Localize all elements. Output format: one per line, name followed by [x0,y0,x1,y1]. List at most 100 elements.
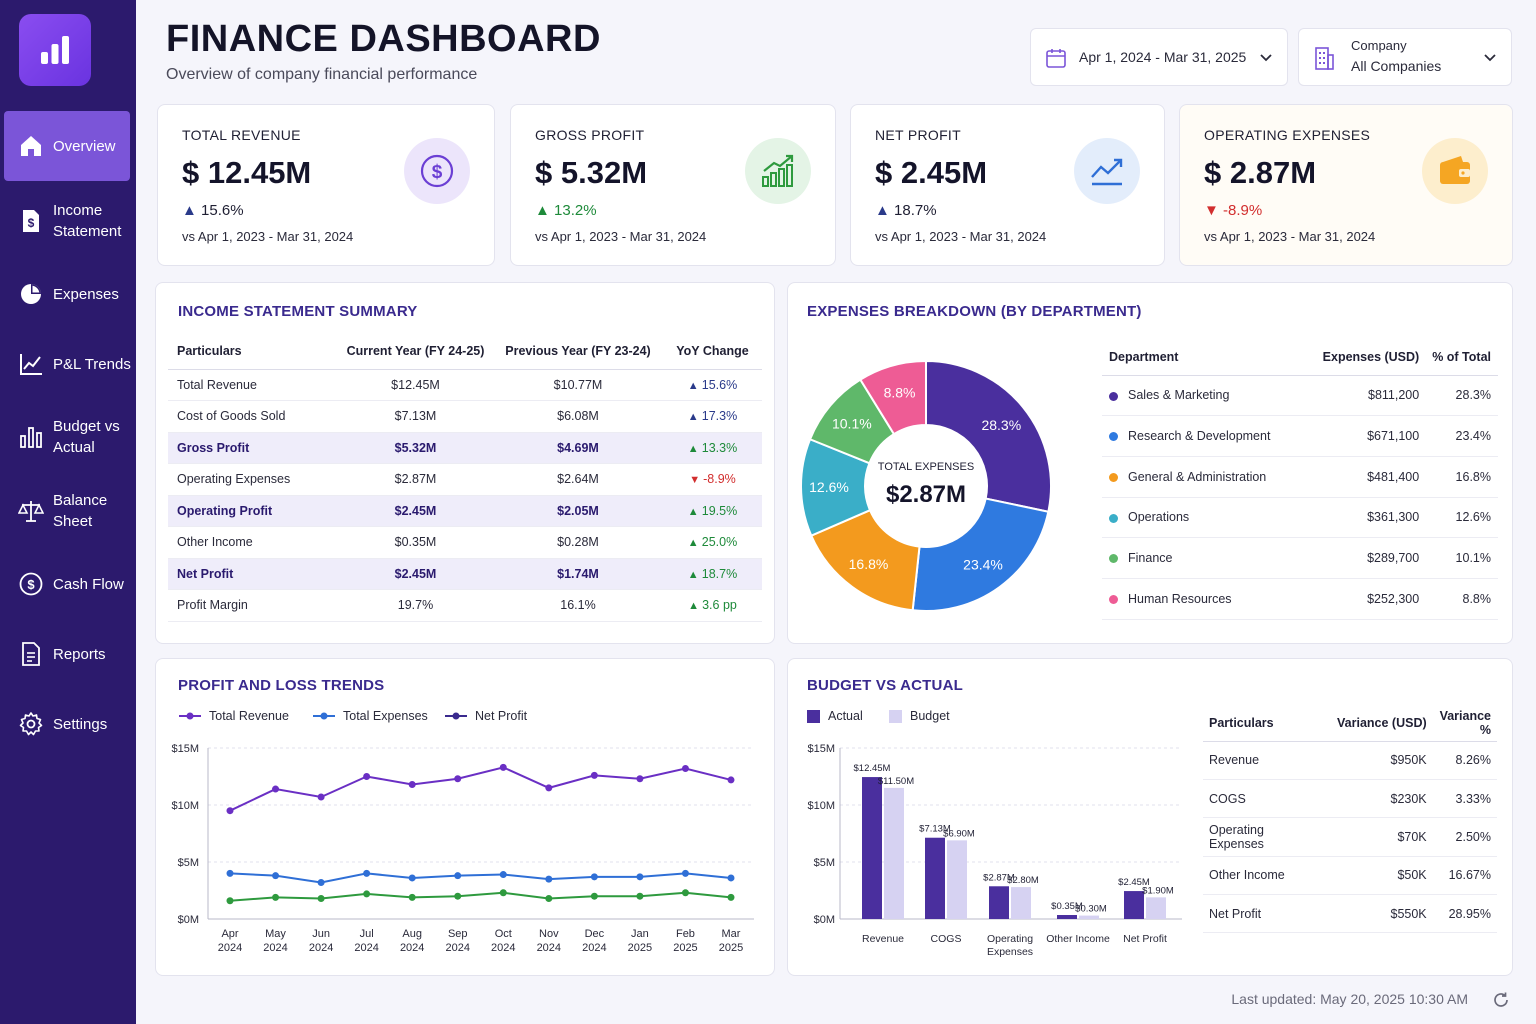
data-point[interactable] [363,773,371,780]
data-point[interactable] [408,780,416,788]
data-point[interactable] [727,874,735,882]
data-point[interactable] [454,872,462,880]
table-row[interactable]: Research & Development $671,100 23.4% [1102,415,1498,457]
variance-usd: $950K [1316,741,1427,780]
sidebar-item-settings[interactable]: Settings [0,702,136,746]
data-point[interactable] [408,874,416,882]
bar-budget[interactable] [884,787,904,919]
sidebar-item-budget-vs-actual[interactable]: Budget vs Actual [0,406,136,468]
data-point[interactable] [727,776,735,784]
legend-item[interactable]: Actual [807,709,863,723]
data-point[interactable] [727,893,735,901]
bar-actual[interactable] [1057,915,1077,919]
table-row[interactable]: Gross Profit $5.32M $4.69M ▲ 13.3% [168,432,762,464]
bar-actual[interactable] [989,886,1009,919]
date-range-picker[interactable]: Apr 1, 2024 - Mar 31, 2025 [1030,28,1288,86]
table-row[interactable]: Revenue $950K 8.26% [1203,741,1497,780]
data-point[interactable] [545,875,553,883]
table-row[interactable]: Total Revenue $12.45M $10.77M ▲ 15.6% [168,369,762,401]
bar-budget[interactable] [1146,897,1166,919]
data-point[interactable] [454,775,462,783]
sidebar-item-cash-flow[interactable]: $ Cash Flow [0,562,136,606]
sidebar-item-overview[interactable]: Overview [4,111,130,181]
variance-usd: $50K [1316,856,1427,896]
kpi-change: ▲ 13.2% [535,202,597,219]
kpi-card-total-revenue[interactable]: TOTAL REVENUE $ 12.45M ▲ 15.6% vs Apr 1, 20… [157,104,495,266]
app-logo[interactable] [19,14,91,86]
data-point[interactable] [454,892,462,900]
data-point[interactable] [226,807,234,815]
data-point[interactable] [272,872,280,880]
table-row[interactable]: Finance $289,700 10.1% [1102,537,1498,579]
data-point[interactable] [317,879,325,887]
sidebar-item-income-statement[interactable]: $ Income Statement [0,190,136,252]
bar-budget[interactable] [1011,887,1031,919]
legend-item[interactable]: Net Profit [444,709,527,723]
data-point[interactable] [636,892,644,900]
legend-item[interactable]: Total Expenses [312,709,428,723]
table-row[interactable]: Net Profit $2.45M $1.74M ▲ 18.7% [168,558,762,590]
bar-actual[interactable] [1124,891,1144,919]
kpi-card-operating-expenses[interactable]: OPERATING EXPENSES $ 2.87M ▼ -8.9% vs Apr 1… [1179,104,1513,266]
bar-budget[interactable] [1079,915,1099,919]
data-point[interactable] [636,775,644,783]
down-arrow-icon: ▼ [1204,202,1224,219]
legend-item[interactable]: Budget [889,709,950,723]
table-row[interactable]: Other Income $0.35M $0.28M ▲ 25.0% [168,526,762,559]
table-row[interactable]: Operating Expenses $70K 2.50% [1203,817,1497,857]
data-point[interactable] [545,894,553,902]
data-point[interactable] [363,869,371,877]
donut-slice[interactable] [911,497,1050,612]
donut-slice[interactable] [809,508,921,612]
data-point[interactable] [590,771,598,779]
table-row[interactable]: Profit Margin 19.7% 16.1% ▲ 3.6 pp [168,589,762,622]
previous-year-value: $10.77M [493,369,663,401]
data-point[interactable] [226,869,234,877]
sidebar-item-reports[interactable]: Reports [0,632,136,676]
data-point[interactable] [590,892,598,900]
data-point[interactable] [681,889,689,897]
table-row[interactable]: Operating Profit $2.45M $2.05M ▲ 19.5% [168,495,762,527]
previous-year-value: $2.64M [493,463,663,496]
sidebar-item-balance-sheet[interactable]: Balance Sheet [0,480,136,542]
data-point[interactable] [499,889,507,897]
data-point[interactable] [499,871,507,879]
sidebar-item-expenses[interactable]: Expenses [0,272,136,316]
donut-slice[interactable] [858,359,927,436]
data-point[interactable] [499,763,507,771]
refresh-icon[interactable] [1491,990,1511,1010]
company-selector[interactable]: Company All Companies [1298,28,1512,86]
data-point[interactable] [545,784,553,792]
data-point[interactable] [226,897,234,905]
kpi-comparison: vs Apr 1, 2023 - Mar 31, 2024 [1204,229,1376,244]
data-point[interactable] [636,873,644,881]
table-row[interactable]: Sales & Marketing $811,200 28.3% [1102,375,1498,417]
data-point[interactable] [272,785,280,793]
table-row[interactable]: General & Administration $481,400 16.8% [1102,456,1498,498]
data-point[interactable] [272,893,280,901]
bar-budget[interactable] [947,840,967,919]
table-row[interactable]: Cost of Goods Sold $7.13M $6.08M ▲ 17.3% [168,400,762,433]
table-row[interactable]: Other Income $50K 16.67% [1203,856,1497,896]
data-point[interactable] [317,894,325,902]
data-point[interactable] [363,890,371,898]
data-point[interactable] [408,893,416,901]
data-point[interactable] [317,793,325,801]
data-point[interactable] [590,873,598,881]
data-point[interactable] [681,869,689,877]
kpi-card-gross-profit[interactable]: GROSS PROFIT $ 5.32M ▲ 13.2% vs Apr 1, 2023… [510,104,836,266]
bar-actual[interactable] [862,777,882,919]
data-point[interactable] [681,765,689,773]
table-row[interactable]: Operations $361,300 12.6% [1102,497,1498,539]
table-row[interactable]: COGS $230K 3.33% [1203,779,1497,819]
table-row[interactable]: Net Profit $550K 28.95% [1203,894,1497,934]
sidebar-item-p-l-trends[interactable]: P&L Trends [0,342,136,386]
donut-slice[interactable] [925,359,1052,513]
department-name: Research & Development [1128,429,1271,444]
bar-actual[interactable] [925,837,945,919]
table-row[interactable]: Operating Expenses $2.87M $2.64M ▼ -8.9% [168,463,762,496]
legend-item[interactable]: Total Revenue [178,709,289,723]
bar-value-label: $2.87M [983,872,1015,883]
kpi-card-net-profit[interactable]: NET PROFIT $ 2.45M ▲ 18.7% vs Apr 1, 2023 -… [850,104,1165,266]
table-row[interactable]: Human Resources $252,300 8.8% [1102,578,1498,620]
